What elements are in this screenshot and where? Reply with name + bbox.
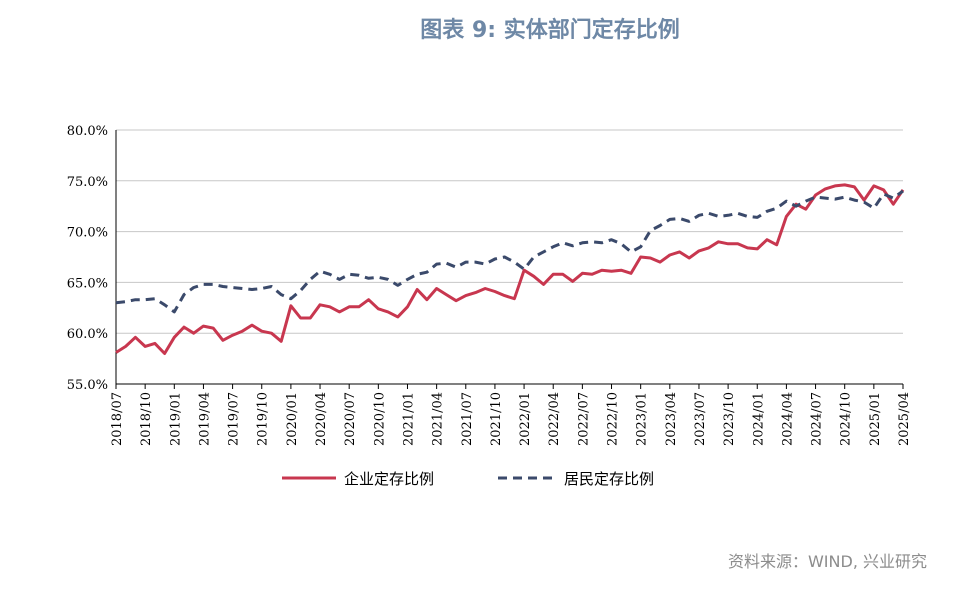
x-tick-label: 2023/04 (664, 392, 679, 446)
x-tick-label: 2020/10 (372, 392, 387, 446)
x-tick-label: 2023/01 (635, 392, 650, 446)
y-tick-label: 60.0% (67, 327, 108, 342)
x-tick-label: 2023/10 (722, 392, 737, 446)
y-tick-label: 65.0% (67, 276, 108, 291)
source-note: 资料来源：WIND, 兴业研究 (727, 552, 927, 571)
x-tick-label: 2020/04 (314, 392, 329, 446)
x-tick-label: 2019/10 (256, 392, 271, 446)
x-tick-label: 2019/01 (168, 392, 183, 446)
x-tick-label: 2021/01 (401, 392, 416, 446)
x-tick-label: 2024/04 (780, 392, 795, 446)
x-tick-label: 2020/01 (285, 392, 300, 446)
x-tick-label: 2021/07 (460, 392, 475, 446)
x-tick-label: 2018/10 (139, 392, 154, 446)
y-tick-label: 55.0% (67, 378, 108, 393)
x-tick-label: 2024/07 (810, 392, 825, 446)
legend-label-household: 居民定存比例 (564, 470, 654, 488)
series-lines (115, 183, 905, 355)
x-tick-label: 2022/07 (576, 392, 591, 446)
legend-label-corporate: 企业定存比例 (344, 470, 434, 488)
x-tick-label: 2022/04 (547, 392, 562, 446)
x-tick-label: 2019/07 (227, 392, 242, 446)
chart-title: 图表 9: 实体部门定存比例 (420, 18, 680, 43)
x-tick-label: 2024/01 (751, 392, 766, 446)
y-tick-label: 80.0% (67, 124, 108, 139)
x-tick-label: 2020/07 (343, 392, 358, 446)
series-line-corporate (115, 183, 905, 355)
y-tick-label: 75.0% (67, 175, 108, 190)
x-tick-label: 2022/01 (518, 392, 533, 446)
x-tick-label: 2022/10 (606, 392, 621, 446)
x-tick-label: 2023/07 (693, 392, 708, 446)
y-tick-label: 70.0% (67, 226, 108, 241)
gridlines (116, 129, 903, 385)
x-tick-label: 2021/04 (431, 392, 446, 446)
x-tick-label: 2018/07 (110, 392, 125, 446)
series-line-household (115, 189, 904, 314)
x-tick-label: 2024/10 (839, 392, 854, 446)
x-tick-label: 2019/04 (197, 392, 212, 446)
x-tick-label: 2025/04 (897, 392, 912, 446)
x-tick-label: 2021/10 (489, 392, 504, 446)
x-tick-label: 2025/01 (868, 392, 883, 446)
legend: 企业定存比例 居民定存比例 (282, 470, 654, 488)
axes: 55.0% 60.0% 65.0% 70.0% 75.0% 80.0% 2018/07 201… (67, 124, 912, 446)
